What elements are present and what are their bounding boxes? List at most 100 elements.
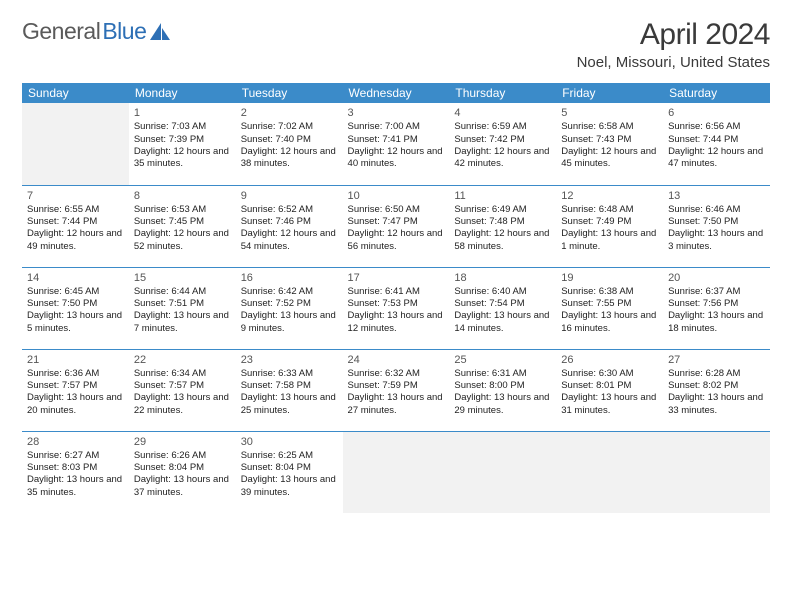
calendar-day-cell: 22Sunrise: 6:34 AMSunset: 7:57 PMDayligh… — [129, 349, 236, 431]
month-title: April 2024 — [577, 18, 770, 52]
day-number: 7 — [27, 189, 124, 203]
sunset-text: Sunset: 7:48 PM — [454, 216, 551, 228]
day-number: 26 — [561, 353, 658, 367]
sunset-text: Sunset: 8:02 PM — [668, 380, 765, 392]
calendar-day-cell: 8Sunrise: 6:53 AMSunset: 7:45 PMDaylight… — [129, 185, 236, 267]
sunrise-text: Sunrise: 6:38 AM — [561, 286, 658, 298]
calendar-table: Sunday Monday Tuesday Wednesday Thursday… — [22, 83, 770, 513]
calendar-day-cell: 19Sunrise: 6:38 AMSunset: 7:55 PMDayligh… — [556, 267, 663, 349]
daylight-text: Daylight: 13 hours and 5 minutes. — [27, 310, 124, 335]
day-number: 2 — [241, 106, 338, 120]
sunrise-text: Sunrise: 6:36 AM — [27, 368, 124, 380]
day-number: 22 — [134, 353, 231, 367]
sunset-text: Sunset: 7:47 PM — [348, 216, 445, 228]
sunrise-text: Sunrise: 6:59 AM — [454, 121, 551, 133]
calendar-day-cell: 16Sunrise: 6:42 AMSunset: 7:52 PMDayligh… — [236, 267, 343, 349]
sunrise-text: Sunrise: 6:48 AM — [561, 204, 658, 216]
day-number: 21 — [27, 353, 124, 367]
day-number: 20 — [668, 271, 765, 285]
sunrise-text: Sunrise: 6:46 AM — [668, 204, 765, 216]
calendar-day-cell: 30Sunrise: 6:25 AMSunset: 8:04 PMDayligh… — [236, 431, 343, 513]
calendar-day-cell: 29Sunrise: 6:26 AMSunset: 8:04 PMDayligh… — [129, 431, 236, 513]
calendar-day-cell — [663, 431, 770, 513]
calendar-day-cell: 15Sunrise: 6:44 AMSunset: 7:51 PMDayligh… — [129, 267, 236, 349]
calendar-day-cell: 27Sunrise: 6:28 AMSunset: 8:02 PMDayligh… — [663, 349, 770, 431]
sunset-text: Sunset: 7:41 PM — [348, 134, 445, 146]
day-number: 18 — [454, 271, 551, 285]
sunset-text: Sunset: 8:04 PM — [241, 462, 338, 474]
calendar-day-cell: 11Sunrise: 6:49 AMSunset: 7:48 PMDayligh… — [449, 185, 556, 267]
daylight-text: Daylight: 13 hours and 27 minutes. — [348, 392, 445, 417]
sunset-text: Sunset: 7:56 PM — [668, 298, 765, 310]
day-number: 30 — [241, 435, 338, 449]
day-number: 27 — [668, 353, 765, 367]
sunset-text: Sunset: 7:57 PM — [134, 380, 231, 392]
daylight-text: Daylight: 12 hours and 52 minutes. — [134, 228, 231, 253]
sunset-text: Sunset: 7:58 PM — [241, 380, 338, 392]
sunrise-text: Sunrise: 6:26 AM — [134, 450, 231, 462]
day-number: 28 — [27, 435, 124, 449]
sunrise-text: Sunrise: 6:30 AM — [561, 368, 658, 380]
daylight-text: Daylight: 12 hours and 40 minutes. — [348, 146, 445, 171]
daylight-text: Daylight: 13 hours and 31 minutes. — [561, 392, 658, 417]
sunrise-text: Sunrise: 7:02 AM — [241, 121, 338, 133]
calendar-day-cell: 5Sunrise: 6:58 AMSunset: 7:43 PMDaylight… — [556, 103, 663, 185]
daylight-text: Daylight: 12 hours and 38 minutes. — [241, 146, 338, 171]
sunrise-text: Sunrise: 6:32 AM — [348, 368, 445, 380]
sunrise-text: Sunrise: 6:44 AM — [134, 286, 231, 298]
sunrise-text: Sunrise: 6:58 AM — [561, 121, 658, 133]
sunset-text: Sunset: 8:04 PM — [134, 462, 231, 474]
weekday-header: Sunday — [22, 83, 129, 103]
sunrise-text: Sunrise: 6:55 AM — [27, 204, 124, 216]
daylight-text: Daylight: 13 hours and 37 minutes. — [134, 474, 231, 499]
weekday-header: Monday — [129, 83, 236, 103]
day-number: 17 — [348, 271, 445, 285]
daylight-text: Daylight: 13 hours and 25 minutes. — [241, 392, 338, 417]
sunrise-text: Sunrise: 6:25 AM — [241, 450, 338, 462]
sunrise-text: Sunrise: 7:00 AM — [348, 121, 445, 133]
sunset-text: Sunset: 7:40 PM — [241, 134, 338, 146]
calendar-day-cell — [22, 103, 129, 185]
day-number: 23 — [241, 353, 338, 367]
calendar-day-cell: 23Sunrise: 6:33 AMSunset: 7:58 PMDayligh… — [236, 349, 343, 431]
logo-text-blue: Blue — [102, 18, 146, 45]
sunset-text: Sunset: 7:50 PM — [27, 298, 124, 310]
day-number: 15 — [134, 271, 231, 285]
calendar-day-cell: 12Sunrise: 6:48 AMSunset: 7:49 PMDayligh… — [556, 185, 663, 267]
sunrise-text: Sunrise: 6:52 AM — [241, 204, 338, 216]
day-number: 9 — [241, 189, 338, 203]
calendar-day-cell: 2Sunrise: 7:02 AMSunset: 7:40 PMDaylight… — [236, 103, 343, 185]
sunset-text: Sunset: 7:49 PM — [561, 216, 658, 228]
daylight-text: Daylight: 13 hours and 12 minutes. — [348, 310, 445, 335]
sunset-text: Sunset: 7:52 PM — [241, 298, 338, 310]
day-number: 10 — [348, 189, 445, 203]
sunrise-text: Sunrise: 6:56 AM — [668, 121, 765, 133]
sunset-text: Sunset: 7:57 PM — [27, 380, 124, 392]
sunset-text: Sunset: 8:03 PM — [27, 462, 124, 474]
day-number: 12 — [561, 189, 658, 203]
daylight-text: Daylight: 13 hours and 33 minutes. — [668, 392, 765, 417]
daylight-text: Daylight: 12 hours and 54 minutes. — [241, 228, 338, 253]
day-number: 19 — [561, 271, 658, 285]
daylight-text: Daylight: 13 hours and 29 minutes. — [454, 392, 551, 417]
day-number: 6 — [668, 106, 765, 120]
calendar-week-row: 1Sunrise: 7:03 AMSunset: 7:39 PMDaylight… — [22, 103, 770, 185]
day-number: 24 — [348, 353, 445, 367]
calendar-day-cell — [449, 431, 556, 513]
sunset-text: Sunset: 7:50 PM — [668, 216, 765, 228]
calendar-day-cell: 28Sunrise: 6:27 AMSunset: 8:03 PMDayligh… — [22, 431, 129, 513]
calendar-day-cell: 21Sunrise: 6:36 AMSunset: 7:57 PMDayligh… — [22, 349, 129, 431]
sunset-text: Sunset: 7:43 PM — [561, 134, 658, 146]
day-number: 14 — [27, 271, 124, 285]
calendar-day-cell: 13Sunrise: 6:46 AMSunset: 7:50 PMDayligh… — [663, 185, 770, 267]
sunset-text: Sunset: 7:54 PM — [454, 298, 551, 310]
calendar-day-cell — [556, 431, 663, 513]
calendar-day-cell: 17Sunrise: 6:41 AMSunset: 7:53 PMDayligh… — [343, 267, 450, 349]
sunset-text: Sunset: 7:42 PM — [454, 134, 551, 146]
daylight-text: Daylight: 13 hours and 1 minute. — [561, 228, 658, 253]
daylight-text: Daylight: 13 hours and 16 minutes. — [561, 310, 658, 335]
sunrise-text: Sunrise: 6:49 AM — [454, 204, 551, 216]
sunset-text: Sunset: 7:45 PM — [134, 216, 231, 228]
weekday-header: Friday — [556, 83, 663, 103]
sunset-text: Sunset: 7:55 PM — [561, 298, 658, 310]
